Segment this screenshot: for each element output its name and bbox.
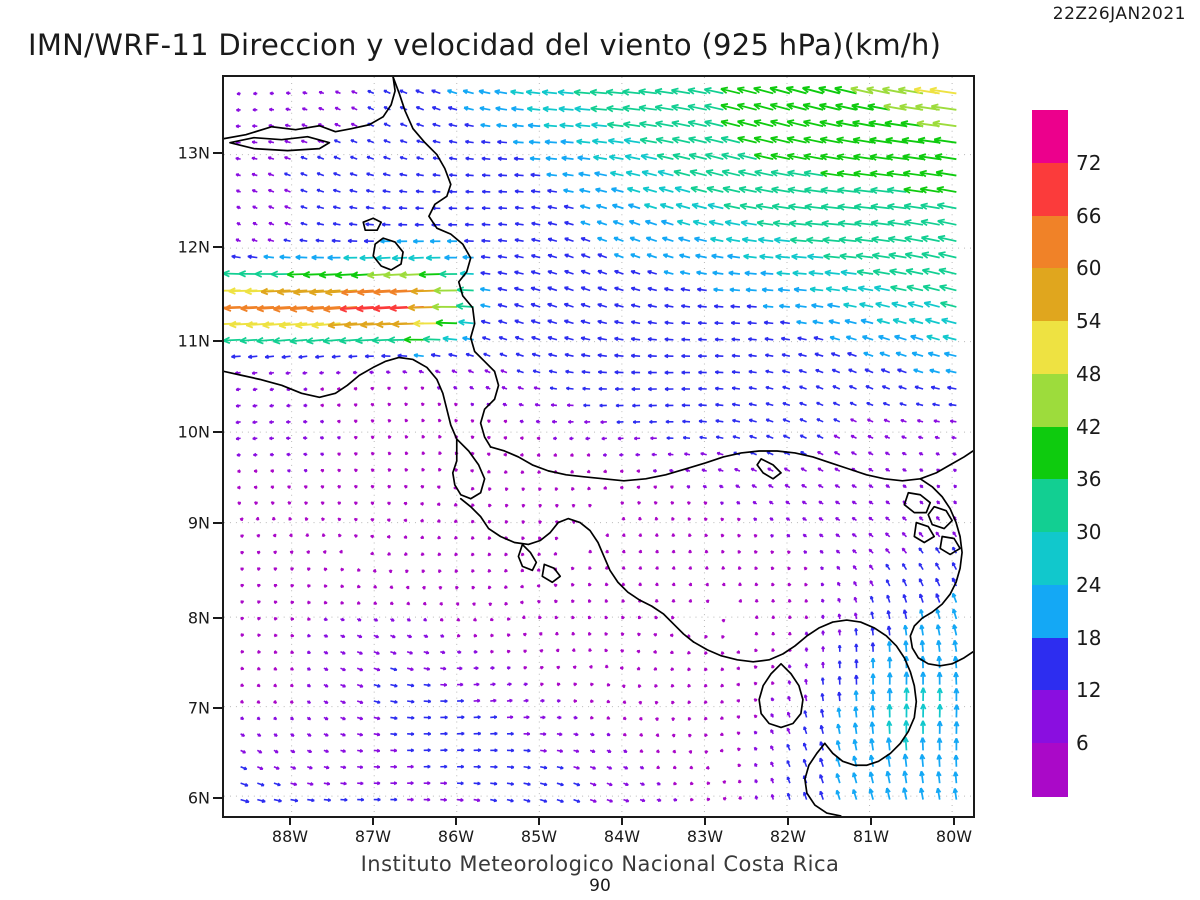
colorbar-band: [1032, 162, 1068, 217]
colorbar-label: 30: [1076, 520, 1102, 545]
map-plot-area: [222, 75, 975, 818]
colorbar-label: 60: [1076, 256, 1102, 281]
y-tick-mark: [213, 522, 222, 524]
page-title: IMN/WRF-11 Direccion y velocidad del vie…: [28, 28, 942, 62]
colorbar-band: [1032, 690, 1068, 744]
y-tick-label: 10N: [177, 422, 210, 442]
x-tick-mark: [455, 818, 457, 825]
wind-vectors-layer: [224, 85, 960, 804]
colorbar: 72 66 60 54 48 42 36 30 24 18 12 6: [1032, 110, 1101, 797]
y-tick-mark: [213, 617, 222, 619]
x-tick-mark: [870, 818, 872, 825]
y-tick-mark: [213, 246, 222, 248]
x-tick-label: 82W: [769, 827, 807, 846]
colorbar-label: 24: [1076, 572, 1102, 597]
colorbar-band: [1032, 532, 1068, 586]
x-tick-label: 83W: [686, 827, 724, 846]
colorbar-label: 12: [1076, 678, 1102, 703]
x-tick-mark: [621, 818, 623, 825]
footer-sub-label: 90: [589, 876, 611, 896]
colorbar-band: [1032, 268, 1068, 322]
x-tick-mark: [538, 818, 540, 825]
colorbar-band: [1032, 637, 1068, 692]
x-tick-label: 85W: [520, 827, 558, 846]
colorbar-label: 72: [1076, 150, 1102, 175]
footer-credit: Instituto Meteorologico Nacional Costa R…: [360, 852, 840, 876]
y-tick-mark: [213, 152, 222, 154]
x-tick-mark: [953, 818, 955, 825]
y-tick-label: 9N: [187, 513, 210, 533]
y-tick-label: 7N: [187, 698, 210, 718]
colorbar-label: 18: [1076, 625, 1102, 650]
x-tick-mark: [704, 818, 706, 825]
colorbar-label: 36: [1076, 467, 1102, 492]
y-tick-mark: [213, 797, 222, 799]
colorbar-label: 42: [1076, 414, 1102, 439]
x-tick-label: 86W: [437, 827, 475, 846]
date-stamp: 22Z26JAN2021: [1052, 4, 1186, 24]
colorbar-label: 48: [1076, 361, 1102, 386]
coastline-layer: [224, 77, 973, 816]
x-tick-label: 87W: [354, 827, 392, 846]
map-plot-inner: [224, 77, 973, 816]
colorbar-label: 6: [1076, 731, 1089, 756]
x-tick-label: 81W: [852, 827, 890, 846]
colorbar-band: [1032, 110, 1068, 164]
y-tick-mark: [213, 340, 222, 342]
colorbar-band: [1032, 215, 1068, 269]
y-tick-mark: [213, 431, 222, 433]
colorbar-band: [1032, 584, 1068, 639]
x-tick-label: 80W: [935, 827, 973, 846]
colorbar-band: [1032, 479, 1068, 533]
colorbar-band: [1032, 743, 1068, 797]
colorbar-band: [1032, 373, 1068, 428]
colorbar-label: 54: [1076, 309, 1102, 334]
colorbar-band: [1032, 426, 1068, 480]
colorbar-band: [1032, 321, 1068, 375]
y-tick-label: 6N: [187, 788, 210, 808]
y-tick-label: 13N: [177, 143, 210, 163]
y-tick-mark: [213, 707, 222, 709]
colorbar-label: 66: [1076, 203, 1102, 228]
x-tick-label: 88W: [271, 827, 309, 846]
y-tick-label: 12N: [177, 237, 210, 257]
x-tick-mark: [372, 818, 374, 825]
y-tick-label: 8N: [187, 608, 210, 628]
x-tick-label: 84W: [603, 827, 641, 846]
x-tick-mark: [289, 818, 291, 825]
y-tick-label: 11N: [177, 331, 210, 351]
x-tick-mark: [787, 818, 789, 825]
